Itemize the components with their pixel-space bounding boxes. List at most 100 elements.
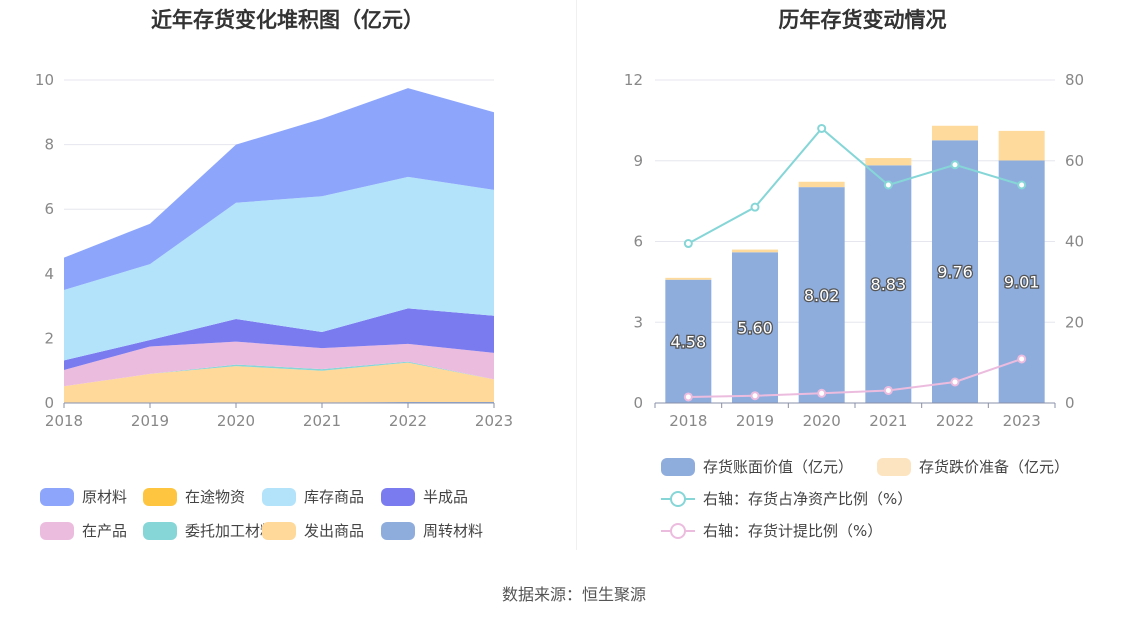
- y-left-tick-label: 9: [633, 152, 643, 170]
- right-bar-line-chart: 0 3 6 9 12 0 20 40 60 80 4.58 5.60 8.02 8.83 9.76 9.01 2…: [624, 71, 1084, 430]
- line-point: [883, 385, 893, 395]
- legend-label: 在途物资: [185, 488, 246, 506]
- legend-label: 右轴：存货占净资产比例（%）: [703, 490, 913, 508]
- legend-label: 存货跌价准备（亿元）: [919, 458, 1070, 476]
- line-point: [817, 388, 827, 398]
- legend-label: 发出商品: [304, 522, 365, 540]
- bar-data-label: 5.60: [737, 319, 773, 338]
- legend-label: 右轴：存货计提比例（%）: [703, 522, 883, 540]
- area-series-发出商品: [64, 362, 494, 403]
- legend-item[interactable]: 库存商品: [262, 486, 364, 507]
- bar-inventory-value: [932, 140, 978, 403]
- legend-swatch: [40, 487, 74, 506]
- y-left-tick-label: 3: [633, 313, 643, 331]
- x-tick-label: 2023: [475, 412, 513, 430]
- legend-item[interactable]: 委托加工材料: [143, 520, 275, 541]
- legend-swatch: [262, 487, 296, 506]
- panel-divider: [576, 0, 577, 550]
- legend-label: 存货账面价值（亿元）: [703, 458, 854, 476]
- legend-swatch: [381, 487, 415, 506]
- legend-swatch: [40, 521, 74, 540]
- y-right-tick-label: 20: [1065, 313, 1084, 331]
- bar-impairment-provision: [998, 130, 1045, 161]
- y-tick-label: 4: [44, 265, 54, 283]
- bar-impairment-provision: [798, 181, 845, 188]
- area-series-在产品: [64, 341, 494, 387]
- legend-swatch: [381, 521, 415, 540]
- legend-label: 委托加工材料: [185, 522, 276, 540]
- y-left-tick-label: 12: [624, 71, 643, 89]
- x-tick-label: 2021: [869, 412, 907, 430]
- right-chart-title: 历年存货变动情况: [778, 8, 947, 32]
- line-point: [950, 160, 960, 170]
- x-tick-label: 2022: [936, 412, 974, 430]
- x-tick-label: 2021: [303, 412, 341, 430]
- bar-impairment-provision: [732, 249, 778, 253]
- bar-inventory-value: [665, 279, 712, 403]
- legend-item[interactable]: 半成品: [381, 486, 468, 507]
- x-tick-label: 2018: [669, 412, 707, 430]
- y-tick-label: 0: [44, 394, 54, 412]
- y-tick-label: 2: [44, 329, 54, 347]
- legend-swatch: [877, 457, 911, 476]
- legend-item[interactable]: 右轴：存货占净资产比例（%）: [661, 488, 912, 509]
- left-chart-title: 近年存货变化堆积图（亿元）: [151, 8, 424, 32]
- area-series-库存商品: [64, 176, 494, 361]
- y-right-tick-label: 80: [1065, 71, 1084, 89]
- area-series-半成品: [64, 308, 494, 371]
- y-right-tick-label: 0: [1065, 394, 1075, 412]
- y-left-tick-label: 6: [633, 233, 643, 251]
- bar-data-label: 9.76: [937, 263, 973, 282]
- legend-swatch: [143, 487, 177, 506]
- x-tick-label: 2019: [131, 412, 169, 430]
- bar-inventory-value: [865, 165, 912, 403]
- x-tick-label: 2023: [1003, 412, 1041, 430]
- legend-label: 在产品: [82, 522, 128, 540]
- bar-inventory-value: [732, 252, 778, 403]
- area-series-原材料: [64, 88, 494, 290]
- bar-data-label: 4.58: [671, 332, 707, 351]
- line-point: [683, 392, 693, 402]
- y-right-tick-label: 40: [1065, 233, 1084, 251]
- legend-label: 周转材料: [423, 522, 484, 540]
- bar-inventory-value: [798, 187, 845, 403]
- legend-label: 库存商品: [304, 488, 365, 506]
- left-stacked-area-chart: 0 2 4 6 8 10 2018 2019 2020 2021 2022 2023: [35, 71, 513, 430]
- legend-swatch: [143, 521, 177, 540]
- y-left-tick-label: 0: [633, 394, 643, 412]
- y-right-tick-label: 60: [1065, 152, 1084, 170]
- y-tick-label: 10: [35, 71, 54, 89]
- line-point: [683, 239, 693, 249]
- legend-item[interactable]: 周转材料: [381, 520, 483, 541]
- legend-item[interactable]: 原材料: [40, 486, 127, 507]
- legend-item[interactable]: 在产品: [40, 520, 127, 541]
- data-source-note: 数据来源：恒生聚源: [501, 585, 646, 604]
- x-tick-label: 2020: [217, 412, 255, 430]
- line-point: [1017, 354, 1027, 364]
- line-point: [1017, 180, 1027, 190]
- legend-label: 半成品: [423, 488, 469, 506]
- y-tick-label: 8: [44, 136, 54, 154]
- legend-item[interactable]: 发出商品: [262, 520, 364, 541]
- legend-swatch: [262, 521, 296, 540]
- bar-data-label: 9.01: [1004, 273, 1040, 292]
- bar-data-label: 8.83: [871, 275, 907, 294]
- legend-item[interactable]: 存货账面价值（亿元）: [661, 456, 853, 477]
- x-tick-label: 2020: [803, 412, 841, 430]
- bar-impairment-provision: [665, 277, 712, 280]
- legend-item[interactable]: 存货跌价准备（亿元）: [877, 456, 1069, 477]
- legend-item[interactable]: 在途物资: [143, 486, 245, 507]
- line-series-右轴：存货计提比例（%）: [688, 358, 1022, 398]
- x-tick-label: 2019: [736, 412, 774, 430]
- line-point: [950, 377, 960, 387]
- legend-item[interactable]: 右轴：存货计提比例（%）: [661, 520, 882, 541]
- line-point: [750, 202, 760, 212]
- legend-swatch: [661, 490, 695, 508]
- bar-impairment-provision: [865, 158, 912, 166]
- line-point: [883, 180, 893, 190]
- bar-data-label: 8.02: [804, 286, 840, 305]
- legend-swatch: [661, 457, 695, 476]
- line-point: [817, 123, 827, 133]
- legend-swatch: [661, 522, 695, 540]
- bar-impairment-provision: [932, 125, 978, 141]
